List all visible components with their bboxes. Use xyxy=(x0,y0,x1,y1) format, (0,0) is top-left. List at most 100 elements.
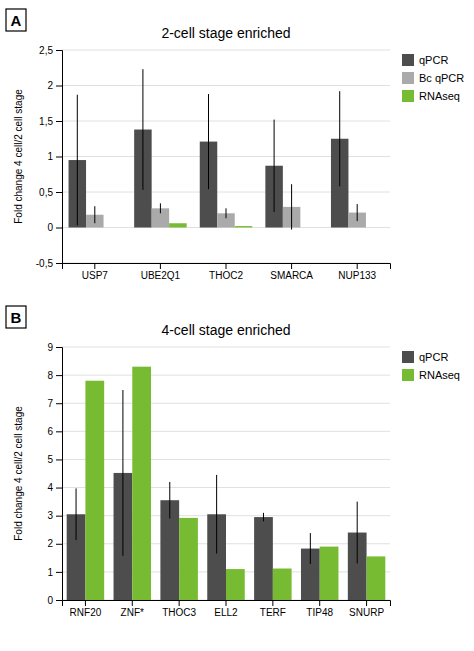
legend: qPCR Bc qPCR RNAseq xyxy=(402,54,464,102)
y-axis-title: Fold change 4 cell/2 cell stage xyxy=(13,89,24,224)
legend-label: Bc qPCR xyxy=(419,72,464,84)
title: 4-cell stage enriched xyxy=(161,322,290,338)
legend: qPCR RNAseq xyxy=(402,351,460,381)
grid-line xyxy=(62,121,390,122)
y-tick-mark xyxy=(56,347,62,348)
grid-line xyxy=(62,459,390,460)
bar xyxy=(179,518,198,600)
error-bar xyxy=(122,390,123,556)
x-tick-mark xyxy=(357,263,358,269)
x-tick-label: RNF20 xyxy=(70,607,102,618)
x-tick-mark xyxy=(272,600,273,606)
legend-label: RNAseq xyxy=(419,90,460,102)
x-tick: THOC3 xyxy=(162,600,196,618)
bar xyxy=(254,517,273,600)
error-bar xyxy=(94,206,95,223)
error-bar xyxy=(142,69,143,190)
bar xyxy=(235,226,252,227)
grid-line xyxy=(62,431,390,432)
chart-container: -0,500,511,522,5USP7UBE2Q1THOC2SMARCANUP… xyxy=(0,0,474,651)
y-tick: 0,5 xyxy=(39,187,62,198)
y-tick-mark xyxy=(56,516,62,517)
x-axis-line xyxy=(63,264,391,270)
y-tick-mark xyxy=(56,121,62,122)
bar-series xyxy=(169,223,252,227)
plot-area xyxy=(69,69,366,229)
y-tick: 7 xyxy=(47,398,62,409)
y-tick: 1 xyxy=(47,567,62,578)
y-tick-label: 0 xyxy=(47,595,53,606)
y-tick-label: 1 xyxy=(47,151,53,162)
y-tick-mark xyxy=(56,86,62,87)
y-axis-title: Fold change 4 cell/2 cell stage xyxy=(13,406,24,541)
x-tick: NUP133 xyxy=(338,263,376,281)
y-tick-mark xyxy=(56,544,62,545)
y-tick-label: 4 xyxy=(47,482,53,493)
grid xyxy=(62,50,390,263)
bar xyxy=(300,227,317,228)
legend-item: RNAseq xyxy=(402,90,460,102)
y-tick-label: 9 xyxy=(47,342,53,353)
legend-item: qPCR xyxy=(402,54,448,66)
error-bar xyxy=(357,502,358,564)
bar-series xyxy=(67,473,367,600)
y-tick: 0 xyxy=(47,595,62,606)
y-tick: 1 xyxy=(47,151,62,162)
panel-label-box xyxy=(6,306,26,328)
legend-label: RNAseq xyxy=(419,369,460,381)
error-bar xyxy=(291,184,292,229)
x-tick-mark xyxy=(319,600,320,606)
y-tick: 3 xyxy=(47,510,62,521)
legend-item: RNAseq xyxy=(402,369,460,381)
y-tick: 9 xyxy=(47,342,62,353)
panel-label-box xyxy=(6,9,26,31)
x-tick-label: TERF xyxy=(260,607,286,618)
x-tick-mark xyxy=(94,263,95,269)
y-tick-mark xyxy=(56,488,62,489)
y-tick: 4 xyxy=(47,482,62,493)
x-tick-mark xyxy=(226,263,227,269)
legend-swatch xyxy=(402,72,414,84)
bar xyxy=(320,547,339,600)
bar xyxy=(226,569,245,600)
error-bar xyxy=(357,204,358,221)
legend-swatch xyxy=(402,54,414,66)
x-tick-mark xyxy=(132,600,133,606)
legend-swatch xyxy=(402,90,414,102)
bar xyxy=(273,569,292,600)
legend-item: Bc qPCR xyxy=(402,72,464,84)
x-axis: RNF20ZNF*THOC3ELL2TERFTIP48SNURP xyxy=(63,600,391,618)
x-tick-label: ZNF* xyxy=(121,607,144,618)
panel-label: A xyxy=(6,9,26,31)
grid-line xyxy=(62,403,390,404)
y-tick: 0 xyxy=(47,222,62,233)
error-bar xyxy=(263,513,264,521)
grid-line xyxy=(62,50,390,51)
x-tick: USP7 xyxy=(82,263,109,281)
y-tick-label: 5 xyxy=(47,454,53,465)
bar xyxy=(132,367,151,600)
y-tick-mark xyxy=(56,263,62,264)
x-tick-label: UBE2Q1 xyxy=(141,270,181,281)
y-tick: -0,5 xyxy=(36,258,62,269)
x-tick-label: SMARCA xyxy=(270,270,313,281)
x-tick-mark xyxy=(85,600,86,606)
panel-label: B xyxy=(6,306,26,328)
error-bar xyxy=(274,120,275,212)
x-axis-line xyxy=(63,601,391,607)
y-tick-label: 8 xyxy=(47,370,53,381)
y-tick-label: 1,5 xyxy=(39,116,53,127)
y-tick-mark xyxy=(56,572,62,573)
error-bar xyxy=(216,475,217,554)
x-tick: TIP48 xyxy=(306,600,333,618)
error-bar xyxy=(208,94,209,189)
y-tick-label: 2 xyxy=(47,80,53,91)
y-tick-mark xyxy=(56,228,62,229)
legend-label: qPCR xyxy=(419,351,448,363)
x-tick-label: TIP48 xyxy=(306,607,333,618)
y-tick-label: 1 xyxy=(47,567,53,578)
x-tick-mark xyxy=(179,600,180,606)
x-axis: USP7UBE2Q1THOC2SMARCANUP133 xyxy=(63,263,391,281)
figure: -0,500,511,522,5USP7UBE2Q1THOC2SMARCANUP… xyxy=(0,0,474,651)
y-tick-label: 0 xyxy=(47,222,53,233)
